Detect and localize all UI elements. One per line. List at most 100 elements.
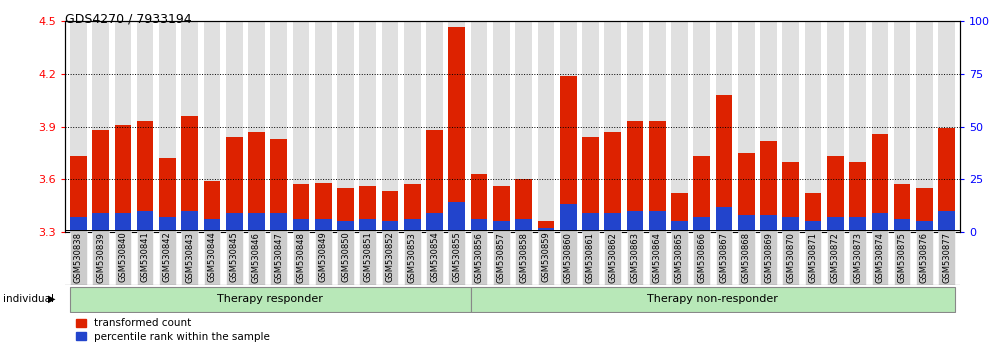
Bar xyxy=(649,211,666,232)
Bar xyxy=(560,76,577,232)
Text: GSM530851: GSM530851 xyxy=(363,232,372,282)
Bar xyxy=(738,153,755,232)
Text: GSM530865: GSM530865 xyxy=(675,232,684,282)
Text: GSM530855: GSM530855 xyxy=(452,232,461,282)
Bar xyxy=(872,21,888,232)
Bar xyxy=(404,184,421,232)
Bar xyxy=(248,21,265,232)
Bar xyxy=(315,183,332,232)
Bar xyxy=(404,230,421,285)
Bar xyxy=(493,186,510,232)
Bar xyxy=(315,230,332,285)
Bar xyxy=(916,21,933,232)
Text: ▶: ▶ xyxy=(48,294,56,304)
Text: GSM530840: GSM530840 xyxy=(118,232,127,282)
Bar xyxy=(515,219,532,232)
Text: GSM530859: GSM530859 xyxy=(541,232,550,282)
Bar xyxy=(938,21,955,232)
Bar xyxy=(471,21,487,232)
Bar xyxy=(515,21,532,232)
Bar xyxy=(404,219,421,232)
Bar xyxy=(627,121,643,232)
Bar xyxy=(938,211,955,232)
Bar xyxy=(938,128,955,232)
Bar xyxy=(70,230,87,285)
Bar xyxy=(849,162,866,232)
Bar xyxy=(137,21,153,232)
Bar xyxy=(159,158,176,232)
Bar xyxy=(448,21,465,232)
Text: GSM530863: GSM530863 xyxy=(630,232,639,283)
Bar xyxy=(137,230,153,285)
Bar xyxy=(248,213,265,232)
Bar xyxy=(248,132,265,232)
Bar xyxy=(627,230,643,285)
Bar xyxy=(827,21,844,232)
Bar xyxy=(92,213,109,232)
Bar xyxy=(560,205,577,232)
Bar xyxy=(538,230,554,285)
Bar xyxy=(716,207,732,232)
Bar xyxy=(204,21,220,232)
Bar xyxy=(515,179,532,232)
Bar xyxy=(337,21,354,232)
Bar xyxy=(782,217,799,232)
Bar xyxy=(70,156,87,232)
Bar xyxy=(872,213,888,232)
Text: GSM530853: GSM530853 xyxy=(408,232,417,282)
Text: GSM530868: GSM530868 xyxy=(742,232,751,283)
Text: GSM530845: GSM530845 xyxy=(230,232,239,282)
Bar xyxy=(916,230,933,285)
Bar xyxy=(448,202,465,232)
Bar xyxy=(760,21,777,232)
Bar xyxy=(738,215,755,232)
Bar xyxy=(827,230,844,285)
Bar xyxy=(70,21,87,232)
Bar xyxy=(671,230,688,285)
Bar xyxy=(181,211,198,232)
Bar xyxy=(293,230,309,285)
Bar xyxy=(359,186,376,232)
Bar xyxy=(382,230,398,285)
Bar xyxy=(805,221,821,232)
Text: GSM530866: GSM530866 xyxy=(697,232,706,283)
Bar xyxy=(849,21,866,232)
Bar xyxy=(827,217,844,232)
Bar xyxy=(649,230,666,285)
Text: GSM530871: GSM530871 xyxy=(809,232,818,282)
Bar xyxy=(582,21,599,232)
Bar xyxy=(315,219,332,232)
Bar xyxy=(515,230,532,285)
Bar xyxy=(204,181,220,232)
Bar xyxy=(805,230,821,285)
Text: GSM530877: GSM530877 xyxy=(942,232,951,283)
Bar xyxy=(604,132,621,232)
Bar xyxy=(270,139,287,232)
Bar xyxy=(248,230,265,285)
Bar xyxy=(782,21,799,232)
Text: GSM530869: GSM530869 xyxy=(764,232,773,282)
Text: GSM530854: GSM530854 xyxy=(430,232,439,282)
Text: GSM530846: GSM530846 xyxy=(252,232,261,282)
Bar xyxy=(560,21,577,232)
Bar xyxy=(582,230,599,285)
Bar xyxy=(738,21,755,232)
Text: GSM530858: GSM530858 xyxy=(519,232,528,282)
Text: GSM530862: GSM530862 xyxy=(608,232,617,282)
Bar xyxy=(426,130,443,232)
Bar xyxy=(738,230,755,285)
Text: Therapy responder: Therapy responder xyxy=(217,294,323,304)
Bar xyxy=(805,193,821,232)
Bar xyxy=(337,188,354,232)
Bar xyxy=(849,217,866,232)
Bar xyxy=(627,21,643,232)
Text: GSM530867: GSM530867 xyxy=(720,232,729,283)
Bar xyxy=(716,21,732,232)
Bar xyxy=(604,21,621,232)
Text: GSM530873: GSM530873 xyxy=(853,232,862,283)
Bar xyxy=(70,217,87,232)
Bar xyxy=(538,221,554,232)
Bar xyxy=(226,213,243,232)
Bar xyxy=(226,21,243,232)
Bar xyxy=(894,21,910,232)
